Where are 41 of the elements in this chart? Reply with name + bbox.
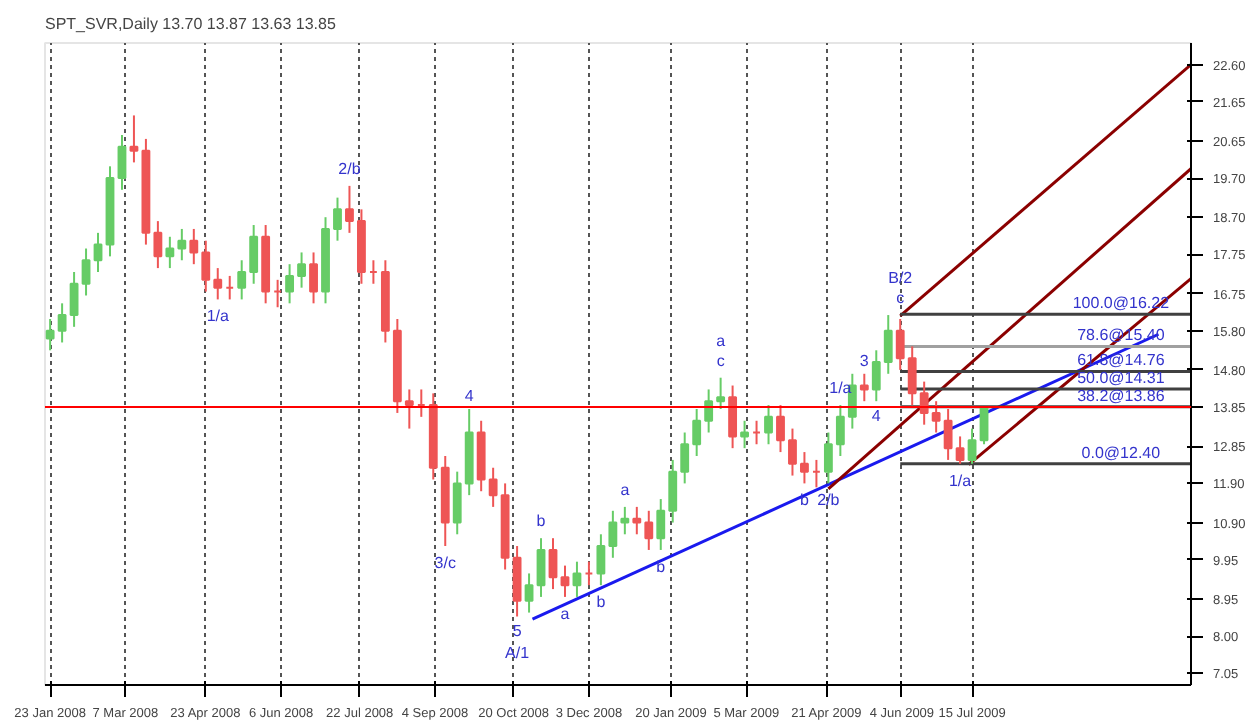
chart-title: SPT_SVR,Daily 13.70 13.87 13.63 13.85 [45,15,337,33]
annotation: 2/b [338,159,362,178]
candlestick [548,537,558,591]
annotation: 1/a [206,307,230,326]
candlestick [716,376,726,411]
annotation: a [560,604,571,623]
annotation: 0.0@12.40 [1081,443,1162,462]
candlestick [859,372,869,403]
annotation: B/2 [888,269,914,288]
annotation: 4 [464,387,475,406]
candlestick [536,537,546,598]
annotation: a [620,480,631,499]
annotation: b [596,593,607,612]
annotation: c [896,289,905,308]
candlestick [404,388,414,430]
annotation: 3 [859,351,870,370]
candlestick [764,404,773,446]
candlestick [728,384,738,450]
candlestick [524,572,534,614]
candlestick [572,560,582,598]
annotation: 50.0@14.31 [1077,369,1166,388]
annotation: A/1 [505,644,531,663]
candlestick [345,184,354,234]
candlestick [81,247,91,297]
annotation: b [799,491,810,510]
candlestick [309,251,318,305]
candlestick [967,427,977,465]
annotation: 38.2@13.86 [1077,386,1166,405]
candlestick [117,133,127,191]
annotation: a [716,331,727,350]
annotation: 2/b [817,491,841,510]
candlestick [740,419,749,450]
candlestick [333,196,342,242]
annotation: 3/c [434,554,456,573]
annotation: 1/a [948,471,973,490]
annotation: c [716,351,725,370]
candlestick [560,564,570,598]
annotation: b [536,512,547,531]
annotation: 4 [871,407,882,426]
annotation: b [656,557,667,576]
annotation: 5 [512,622,523,641]
